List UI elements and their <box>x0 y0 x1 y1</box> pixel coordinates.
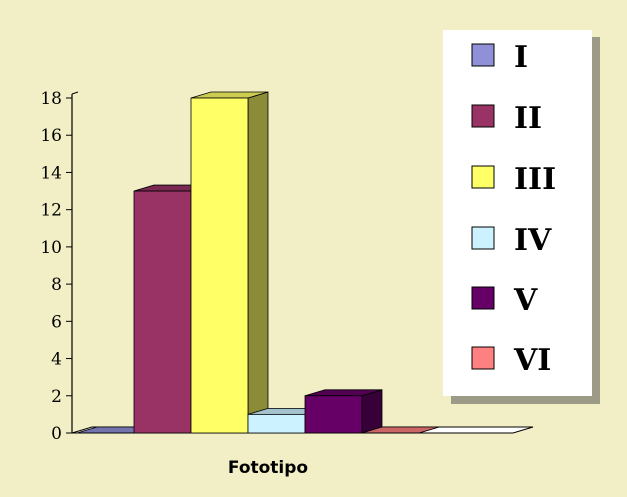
bar-III <box>190 91 269 434</box>
legend-swatch <box>471 43 495 67</box>
legend-label: VI <box>513 343 551 378</box>
bar-front <box>304 395 363 434</box>
y-tick-label: 2 <box>51 387 62 407</box>
bar-side <box>361 389 383 434</box>
bar-front <box>190 97 249 434</box>
legend-label: IV <box>514 223 552 258</box>
y-tick-label: 6 <box>51 312 62 332</box>
y-tick-label: 0 <box>51 424 62 444</box>
bars <box>76 91 440 434</box>
legend-label: III <box>514 162 556 197</box>
bar-V <box>304 389 383 434</box>
y-tick-label: 12 <box>40 201 62 221</box>
y-tick-label: 10 <box>40 238 62 258</box>
legend-swatch <box>471 104 495 128</box>
bar-VI <box>361 426 440 434</box>
legend-swatch <box>471 226 495 250</box>
legend-swatch <box>471 346 495 370</box>
bar-side <box>247 91 269 434</box>
y-axis-cap <box>71 91 79 95</box>
legend-label: I <box>514 40 528 75</box>
y-tick-label: 16 <box>40 126 62 146</box>
bar-front <box>247 413 306 434</box>
x-axis-label: Fototipo <box>228 458 308 478</box>
legend-swatch <box>471 286 495 310</box>
legend-label: V <box>513 283 538 318</box>
bar-front <box>133 190 192 434</box>
y-tick-label: 8 <box>51 275 62 295</box>
legend-swatch <box>471 165 495 189</box>
legend-label: II <box>514 101 542 136</box>
legend-box <box>443 30 592 396</box>
y-tick-label: 4 <box>51 350 62 370</box>
y-tick-label: 14 <box>40 163 62 183</box>
y-tick-label: 18 <box>40 89 62 109</box>
